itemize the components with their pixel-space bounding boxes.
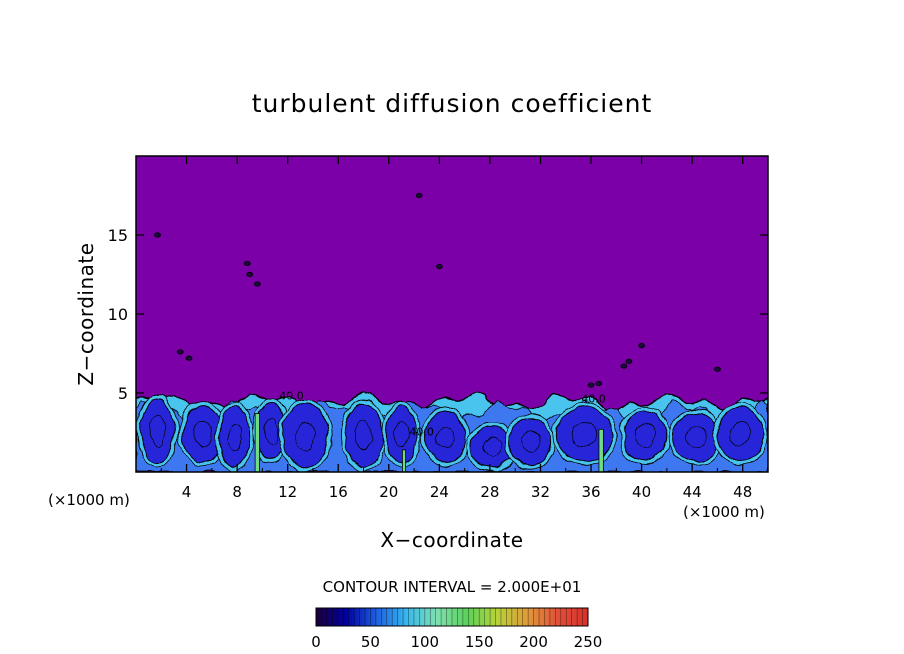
eddy (713, 402, 768, 466)
isolated-patch (714, 366, 721, 372)
contour-label: 40.0 (279, 389, 304, 402)
eddy (136, 394, 179, 467)
contour-label: 40.0 (409, 426, 434, 439)
x-tick-label: 28 (480, 483, 499, 501)
eddy (552, 402, 617, 466)
isolated-patch (625, 358, 633, 364)
x-tick-label: 8 (232, 483, 242, 501)
eddy (668, 409, 724, 466)
x-tick-label: 32 (531, 483, 550, 501)
colorbar-tick-labels: 0 50 100 150 200 250 (311, 633, 602, 651)
plume (254, 413, 260, 472)
eddy (178, 401, 228, 467)
x-tick-label: 12 (278, 483, 297, 501)
plot-area: 40.0 40.0 40.0 (135, 155, 769, 473)
isolated-patch (638, 342, 645, 349)
eddy (505, 413, 555, 471)
isolated-patch (185, 355, 193, 361)
plume (401, 449, 406, 472)
y-axis-label: Z−coordinate (74, 242, 98, 385)
x-tick-label: 4 (182, 483, 192, 501)
isolated-patch (253, 281, 261, 287)
contour-interval-label: CONTOUR INTERVAL = 2.000E+01 (323, 578, 582, 596)
y-tick-label: 5 (118, 384, 128, 403)
y-axis-ticks: 5 10 15 (108, 226, 768, 403)
y-tick-label: 10 (108, 305, 128, 324)
isolated-patch (243, 260, 251, 267)
x-tick-label: 40 (632, 483, 651, 501)
colorbar: 0 50 100 150 200 250 (311, 607, 602, 651)
isolated-patch (587, 382, 595, 388)
chart-title: turbulent diffusion coefficient (252, 89, 653, 118)
y-tick-label: 15 (108, 226, 128, 245)
x-tick-label: 48 (733, 483, 752, 501)
contour-label: 40.0 (581, 392, 606, 405)
eddy (215, 402, 255, 472)
eddy (340, 399, 387, 472)
colorbar-level-lines (315, 608, 589, 626)
colorbar-tick-label: 0 (311, 633, 321, 651)
isolated-patch (246, 271, 254, 278)
diffusion-field: 40.0 40.0 40.0 (136, 156, 768, 472)
x-unit-right: (×1000 m) (683, 503, 765, 521)
x-tick-label: 36 (581, 483, 600, 501)
isolated-patch (176, 349, 184, 355)
colorbar-tick-label: 200 (519, 633, 548, 651)
isolated-patch (415, 192, 423, 199)
isolated-patch (154, 232, 161, 238)
isolated-patch (595, 380, 603, 387)
eddy (619, 405, 672, 466)
x-axis-label: X−coordinate (380, 528, 523, 552)
colorbar-tick-label: 100 (410, 633, 439, 651)
isolated-patch (620, 363, 628, 369)
colorbar-tick-label: 150 (465, 633, 494, 651)
isolated-patch (435, 263, 443, 270)
boundary-layer (136, 391, 768, 472)
colorbar-tick-label: 50 (361, 633, 380, 651)
eddy (421, 407, 471, 467)
x-tick-label: 16 (329, 483, 348, 501)
x-tick-label: 24 (430, 483, 449, 501)
x-tick-label: 44 (683, 483, 702, 501)
eddy (278, 399, 333, 472)
x-tick-label: 20 (379, 483, 398, 501)
colorbar-tick-label: 250 (574, 633, 603, 651)
eddy (381, 401, 422, 467)
x-axis-ticks: 4 8 12 16 20 24 28 32 36 40 44 48 (160, 156, 752, 501)
plume (598, 428, 604, 472)
x-unit-left: (×1000 m) (48, 491, 130, 509)
